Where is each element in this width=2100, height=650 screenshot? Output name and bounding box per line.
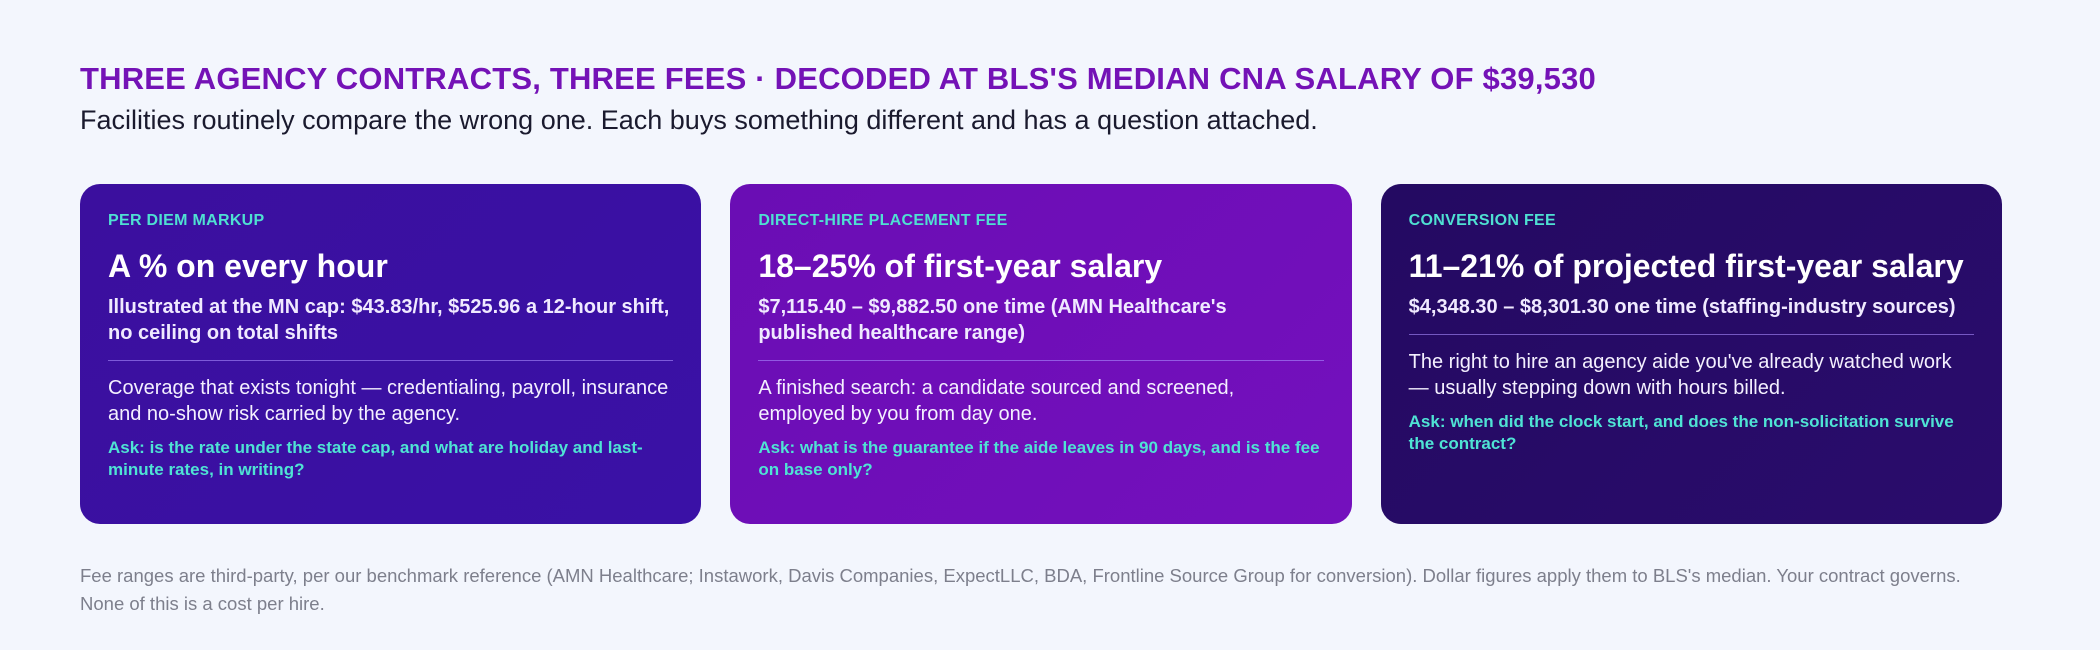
card-heading: 11–21% of projected first-year salary [1408, 248, 1964, 284]
card-body: A finished search: a candidate sourced a… [758, 377, 1235, 425]
card-question: Ask: when did the clock start, and does … [1408, 412, 1954, 453]
card-detail: Illustrated at the MN cap: $43.83/hr, $5… [108, 296, 670, 344]
divider [1408, 334, 1974, 335]
divider [108, 360, 674, 361]
card-label: DIRECT-HIRE PLACEMENT FEE [758, 212, 1008, 229]
footnote: Fee ranges are third-party, per our benc… [80, 565, 1961, 614]
card-question: Ask: what is the guarantee if the aide l… [758, 438, 1320, 479]
fee-card: CONVERSION FEE 11–21% of projected first-… [1380, 184, 2002, 524]
card-label: CONVERSION FEE [1408, 212, 1556, 229]
card-body: The right to hire an agency aide you've … [1408, 351, 1952, 399]
divider [758, 360, 1324, 361]
card-heading: 18–25% of first-year salary [758, 248, 1163, 284]
card-row: PER DIEM MARKUP A % on every hour Illustra… [80, 184, 2002, 524]
fee-card: DIRECT-HIRE PLACEMENT FEE 18–25% of first… [730, 184, 1352, 524]
card-label: PER DIEM MARKUP [108, 212, 265, 229]
card-detail: $7,115.40 – $9,882.50 one time (AMN Heal… [758, 296, 1227, 344]
fee-card: PER DIEM MARKUP A % on every hour Illustra… [80, 184, 702, 524]
card-question: Ask: is the rate under the state cap, an… [108, 438, 643, 479]
title: THREE AGENCY CONTRACTS, THREE FEES · DEC… [80, 61, 1596, 96]
card-body: Coverage that exists tonight — credentia… [108, 377, 669, 425]
card-detail: $4,348.30 – $8,301.30 one time (staffing… [1408, 296, 1956, 318]
card-heading: A % on every hour [108, 248, 388, 284]
subtitle: Facilities routinely compare the wrong o… [80, 105, 1318, 135]
